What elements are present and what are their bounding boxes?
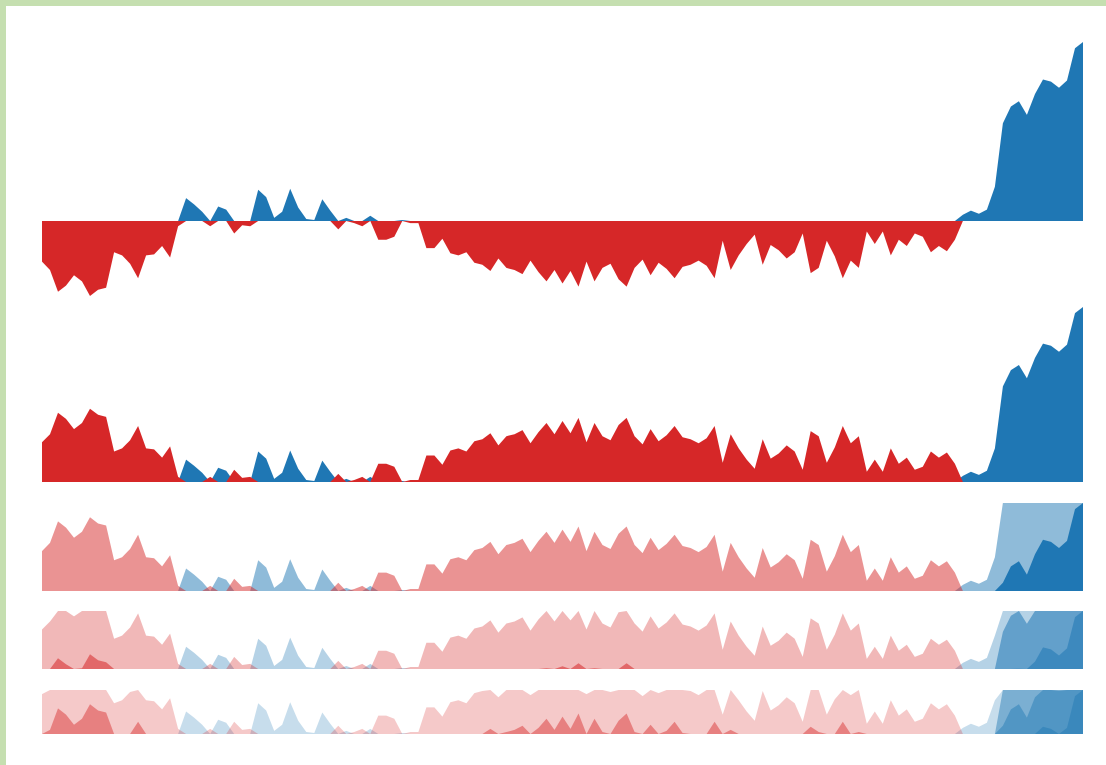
panel-horizon-2-bands [42,503,1083,591]
panel-horizon-4-bands [42,690,1083,734]
horizon-band-negative-1 [42,690,1083,734]
horizon-band-negative-1 [42,611,1083,669]
horizon-band-positive-1 [42,611,1083,669]
chart-canvas [6,6,1106,765]
panel-standard-area [42,42,1083,296]
panel-horizon-3-bands [42,611,1083,669]
series-area-positive [42,42,1083,222]
horizon-band-negative-2 [42,704,1083,734]
series-area-negative [42,221,1083,296]
panel-mirrored-area [42,307,1083,482]
horizon-chart [42,42,1083,734]
horizon-band-negative-1 [42,517,1083,591]
series-area-negative [42,408,1083,482]
horizon-band-positive-1 [42,690,1083,734]
